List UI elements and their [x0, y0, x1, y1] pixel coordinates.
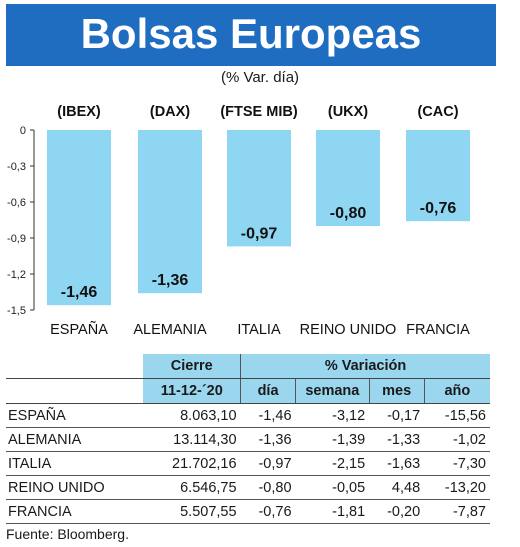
row-semana: -1,81 [295, 499, 370, 524]
y-tick-label: -0,9 [7, 233, 26, 245]
source-note: Fuente: Bloomberg. [6, 526, 129, 542]
row-ano: -13,20 [424, 475, 490, 500]
index-label: (FTSE MIB) [220, 104, 297, 120]
row-ano: -7,30 [424, 451, 490, 476]
bar [47, 130, 111, 306]
x-category-label: FRANCIA [406, 322, 470, 338]
row-cierre: 13.114,30 [143, 427, 241, 452]
y-tick-label: -1,5 [7, 305, 26, 317]
bar-chart: 0 -0,3 -0,6 -0,9 -1,2 -1,5 -1,46 (IBEX) ESPAÑA -1… [7, 104, 470, 338]
bar-value-label: -1,46 [61, 284, 98, 301]
row-mes: -1,33 [369, 427, 425, 452]
title-banner: Bolsas Europeas [6, 4, 496, 66]
bar [406, 130, 470, 222]
index-label: (CAC) [417, 104, 458, 120]
row-semana: -1,39 [295, 427, 370, 452]
header-date: 11-12-´20 [143, 378, 241, 404]
row-dia: -0,80 [240, 475, 296, 500]
bar [316, 130, 380, 226]
row-semana: -3,12 [295, 403, 370, 428]
row-name: ITALIA [6, 451, 144, 476]
row-mes: -0,20 [369, 499, 425, 524]
row-cierre: 8.063,10 [143, 403, 241, 428]
bar-value-label: -1,36 [152, 272, 189, 289]
row-dia: -1,46 [240, 403, 296, 428]
header-ano: año [423, 378, 490, 404]
row-ano: -7,87 [424, 499, 490, 524]
row-ano: -1,02 [424, 427, 490, 452]
bar-value-label: -0,97 [241, 225, 278, 242]
row-dia: -0,76 [240, 499, 296, 524]
y-tick-label: -0,6 [7, 197, 26, 209]
row-dia: -1,36 [240, 427, 296, 452]
variation-table: Cierre % Variación 11-12-´20 día semana … [6, 354, 490, 524]
y-tick-label: -0,3 [7, 161, 26, 173]
row-ano: -15,56 [424, 403, 490, 428]
y-tick-label: -1,2 [7, 269, 26, 281]
row-mes: 4,48 [369, 475, 425, 500]
bar [227, 130, 291, 247]
bar-value-label: -0,76 [420, 200, 457, 217]
row-semana: -0,05 [295, 475, 370, 500]
row-name: ESPAÑA [6, 403, 144, 428]
header-semana: semana [295, 378, 370, 404]
row-semana: -2,15 [295, 451, 370, 476]
row-name: FRANCIA [6, 499, 144, 524]
header-cierre: Cierre [143, 354, 241, 379]
chart-subtitle: (% Var. día) [220, 69, 300, 86]
x-category-label: ITALIA [237, 322, 281, 338]
header-mes: mes [368, 378, 425, 404]
index-label: (UKX) [328, 104, 368, 120]
table-row: ESPAÑA 8.063,10 -1,46 -3,12 -0,17 -15,56 [6, 403, 490, 428]
table-row: FRANCIA 5.507,55 -0,76 -1,81 -0,20 -7,87 [6, 499, 490, 524]
table-row: REINO UNIDO 6.546,75 -0,80 -0,05 4,48 -1… [6, 475, 490, 500]
index-label: (IBEX) [57, 104, 101, 120]
row-name: ALEMANIA [6, 427, 144, 452]
header-dia: día [240, 378, 296, 404]
row-cierre: 6.546,75 [143, 475, 241, 500]
bar [138, 130, 202, 294]
table-corner [6, 354, 144, 379]
row-dia: -0,97 [240, 451, 296, 476]
table-row: ITALIA 21.702,16 -0,97 -2,15 -1,63 -7,30 [6, 451, 490, 476]
x-category-label: ALEMANIA [133, 322, 207, 338]
header-variacion: % Variación [240, 354, 490, 379]
table-corner-2 [6, 378, 144, 404]
x-category-label: REINO UNIDO [300, 322, 397, 338]
bar-value-label: -0,80 [330, 205, 367, 222]
page-title: Bolsas Europeas [80, 10, 422, 57]
row-cierre: 21.702,16 [143, 451, 241, 476]
row-name: REINO UNIDO [6, 475, 144, 500]
y-tick-label: 0 [20, 125, 26, 137]
row-cierre: 5.507,55 [143, 499, 241, 524]
x-category-label: ESPAÑA [50, 321, 108, 338]
table-row: ALEMANIA 13.114,30 -1,36 -1,39 -1,33 -1,… [6, 427, 490, 452]
row-mes: -1,63 [369, 451, 425, 476]
row-mes: -0,17 [369, 403, 425, 428]
index-label: (DAX) [150, 104, 190, 120]
